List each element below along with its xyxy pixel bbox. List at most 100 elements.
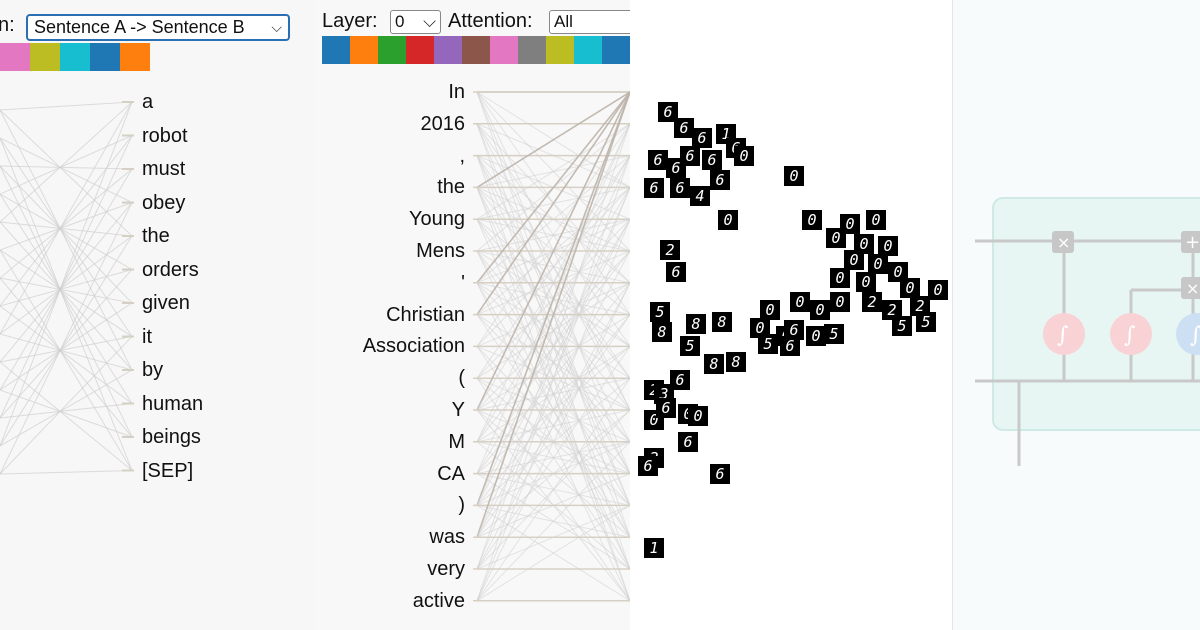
sigmoid-gate-1-icon bbox=[1043, 313, 1085, 355]
direction-label: n: bbox=[0, 14, 15, 36]
head-color-swatch[interactable] bbox=[462, 36, 490, 64]
digit-glyph: 6 bbox=[666, 262, 686, 282]
attention-line bbox=[0, 137, 133, 471]
attention-line bbox=[476, 504, 630, 570]
digit-glyph: 6 bbox=[702, 150, 722, 170]
digit-glyph: 6 bbox=[692, 128, 712, 148]
head-color-swatch[interactable] bbox=[120, 43, 150, 71]
head-color-swatch[interactable] bbox=[406, 36, 434, 64]
head-color-swatch[interactable] bbox=[378, 36, 406, 64]
token-label[interactable]: In bbox=[448, 81, 465, 103]
lstm-cell-svg: ∫ ∫ ∫ × + × bbox=[975, 197, 1200, 466]
attention-line bbox=[0, 269, 133, 419]
digit-glyph: 0 bbox=[688, 406, 708, 426]
head-color-swatch[interactable] bbox=[574, 36, 602, 64]
attention-line bbox=[476, 219, 630, 601]
token-label[interactable]: , bbox=[459, 144, 465, 167]
token-label[interactable]: Christian bbox=[386, 303, 465, 326]
token-label[interactable]: a bbox=[142, 91, 154, 113]
attention-line bbox=[0, 221, 133, 237]
attention-label: Attention: bbox=[448, 10, 533, 32]
token-label[interactable]: active bbox=[412, 589, 465, 612]
attention-line bbox=[0, 369, 133, 447]
token-label[interactable]: ' bbox=[461, 271, 465, 294]
token-label[interactable]: Mens bbox=[416, 240, 465, 262]
head-color-swatch[interactable] bbox=[90, 43, 120, 71]
digit-glyph: 2 bbox=[862, 292, 882, 312]
digit-glyph: 5 bbox=[916, 312, 936, 332]
head-color-swatch[interactable] bbox=[30, 43, 60, 71]
digit-glyph: 8 bbox=[726, 352, 746, 372]
attention-line bbox=[0, 336, 133, 475]
token-label[interactable]: was bbox=[429, 526, 465, 549]
token-label[interactable]: by bbox=[142, 359, 164, 381]
token-label[interactable]: Y bbox=[451, 399, 465, 421]
token-label[interactable]: very bbox=[427, 558, 465, 580]
attention-line bbox=[0, 109, 133, 371]
token-label[interactable]: beings bbox=[142, 426, 201, 448]
token-label[interactable]: Young bbox=[409, 208, 465, 231]
token-label[interactable]: 2016 bbox=[420, 112, 466, 135]
attention-line bbox=[0, 135, 133, 307]
attention-line bbox=[0, 193, 133, 404]
attention-line bbox=[0, 389, 133, 438]
lstm-cell-box bbox=[992, 197, 1200, 431]
attention-line bbox=[0, 165, 133, 170]
token-label[interactable]: given bbox=[142, 292, 190, 314]
direction-select-value: Sentence A -> Sentence B bbox=[34, 17, 245, 37]
head-color-swatch[interactable] bbox=[518, 36, 546, 64]
head-color-swatch[interactable] bbox=[322, 36, 350, 64]
token-label[interactable]: [SEP] bbox=[142, 459, 194, 482]
attention-line bbox=[0, 101, 133, 335]
attention-line bbox=[0, 305, 133, 404]
digit-glyph: 0 bbox=[826, 228, 846, 248]
digit-glyph: 6 bbox=[710, 464, 730, 484]
token-label[interactable]: must bbox=[142, 158, 186, 180]
head-color-swatch[interactable] bbox=[546, 36, 574, 64]
token-label[interactable]: the bbox=[142, 225, 170, 247]
head-color-swatch[interactable] bbox=[490, 36, 518, 64]
digit-glyph: 0 bbox=[784, 166, 804, 186]
token-label[interactable]: obey bbox=[142, 191, 186, 214]
tanh-gate-icon bbox=[1176, 313, 1200, 355]
token-label[interactable]: human bbox=[142, 392, 204, 415]
attention-select[interactable]: All bbox=[549, 10, 630, 34]
digit-glyph: 2 bbox=[660, 240, 680, 260]
attention-line bbox=[476, 155, 630, 379]
head-color-swatch[interactable] bbox=[602, 36, 630, 64]
token-label[interactable]: orders bbox=[142, 258, 199, 281]
attention-line bbox=[0, 101, 133, 223]
head-color-swatch[interactable] bbox=[434, 36, 462, 64]
token-label[interactable]: Association bbox=[362, 335, 465, 358]
digit-glyph: 0 bbox=[868, 254, 888, 274]
attention-line bbox=[476, 409, 630, 538]
token-label[interactable]: it bbox=[142, 325, 152, 348]
digit-glyph: 6 bbox=[678, 432, 698, 452]
token-label[interactable]: CA bbox=[437, 462, 465, 485]
digit-glyph: 0 bbox=[810, 300, 830, 320]
token-label[interactable]: the bbox=[437, 176, 465, 199]
head-color-swatch[interactable] bbox=[60, 43, 90, 71]
head-color-swatch[interactable] bbox=[0, 43, 30, 71]
token-label[interactable]: M bbox=[448, 430, 465, 453]
token-label[interactable]: ( bbox=[458, 367, 465, 390]
attention-line bbox=[476, 282, 630, 570]
digit-glyph: 6 bbox=[666, 158, 686, 178]
layer-select[interactable]: 0 ⌵ bbox=[390, 10, 441, 34]
head-color-swatch[interactable] bbox=[350, 36, 378, 64]
sigmoid-1-label: ∫ bbox=[1057, 323, 1069, 348]
digit-glyph: 0 bbox=[830, 268, 850, 288]
head-color-swatches[interactable] bbox=[0, 43, 150, 71]
token-label[interactable]: ) bbox=[458, 494, 465, 517]
attention-line bbox=[476, 91, 630, 506]
token-label[interactable]: robot bbox=[142, 124, 188, 147]
digit-glyph: 5 bbox=[824, 324, 844, 344]
chevron-down-icon: ⌵ bbox=[271, 19, 282, 35]
attention-line bbox=[0, 135, 133, 195]
attention-line bbox=[0, 101, 133, 111]
direction-select[interactable]: Sentence A -> Sentence B ⌵ bbox=[26, 14, 290, 41]
attention-line bbox=[476, 155, 630, 601]
attention-line bbox=[0, 165, 133, 304]
attention-line bbox=[0, 101, 133, 447]
head-color-swatches[interactable] bbox=[322, 36, 630, 64]
